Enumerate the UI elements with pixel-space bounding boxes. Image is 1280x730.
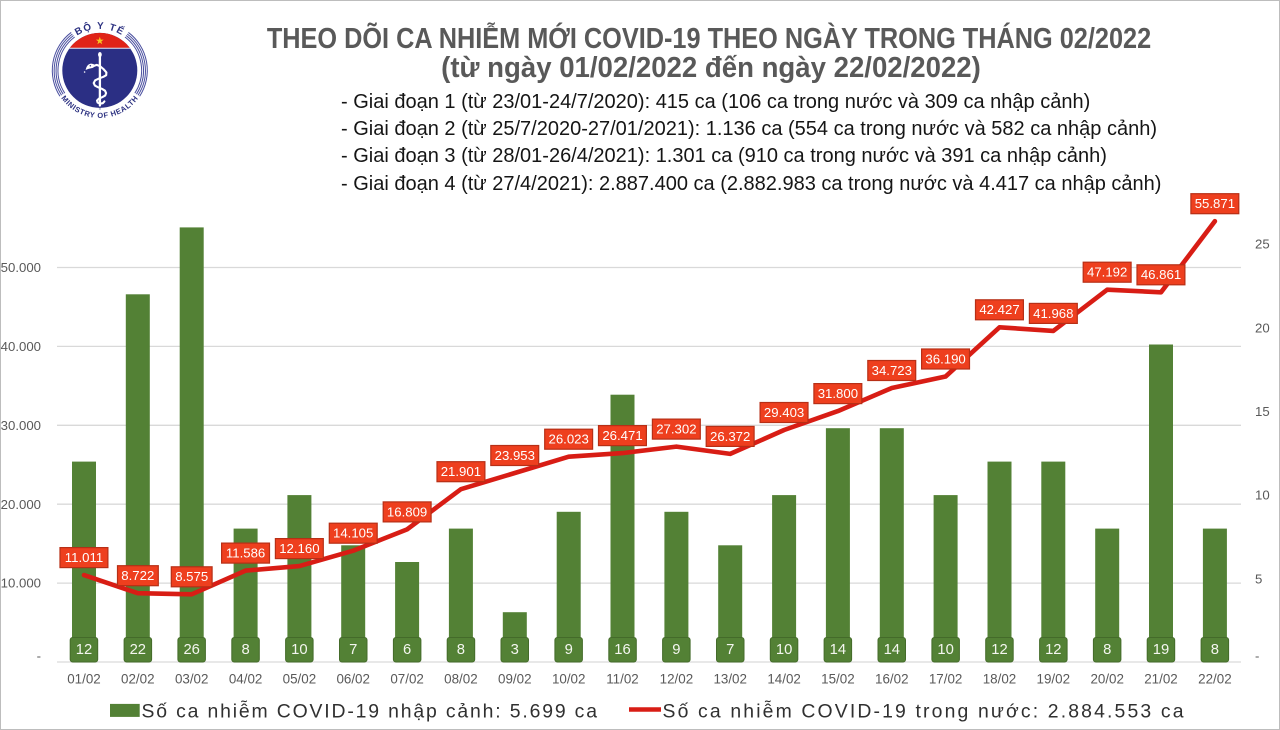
svg-text:41.968: 41.968 [1033,306,1073,321]
svg-text:22: 22 [130,642,146,658]
svg-text:22/02: 22/02 [1198,671,1232,686]
svg-text:21.901: 21.901 [441,464,481,479]
svg-text:Số ca nhiễm COVID-19 nhập cảnh: Số ca nhiễm COVID-19 nhập cảnh: 5.699 ca [142,700,598,723]
svg-text:13/02: 13/02 [713,671,747,686]
svg-text:14.105: 14.105 [333,526,373,541]
svg-text:23.953: 23.953 [495,448,535,463]
svg-text:9: 9 [565,642,573,658]
svg-text:20/02: 20/02 [1090,671,1124,686]
svg-text:3: 3 [511,642,519,658]
svg-text:-: - [1255,649,1259,664]
svg-text:05/02: 05/02 [283,671,317,686]
svg-text:47.192: 47.192 [1087,265,1127,280]
svg-text:26.471: 26.471 [602,428,642,443]
svg-text:12.160: 12.160 [279,541,319,556]
svg-text:07/02: 07/02 [390,671,424,686]
svg-text:26.023: 26.023 [549,432,589,447]
svg-text:55.871: 55.871 [1195,196,1235,211]
svg-text:Số ca nhiễm COVID-19 trong nướ: Số ca nhiễm COVID-19 trong nước: 2.884.5… [663,700,1184,723]
svg-text:31.800: 31.800 [818,386,858,401]
svg-text:26.372: 26.372 [710,429,750,444]
svg-text:42.427: 42.427 [979,302,1019,317]
svg-text:14: 14 [884,642,900,658]
svg-text:12/02: 12/02 [660,671,694,686]
svg-text:27.302: 27.302 [656,422,696,437]
svg-text:21/02: 21/02 [1144,671,1178,686]
svg-text:04/02: 04/02 [229,671,263,686]
svg-text:7: 7 [726,642,734,658]
svg-text:10: 10 [1255,488,1270,503]
svg-text:03/02: 03/02 [175,671,209,686]
svg-text:08/02: 08/02 [444,671,478,686]
svg-text:8.575: 8.575 [175,569,208,584]
svg-text:18/02: 18/02 [983,671,1017,686]
svg-text:8: 8 [1211,642,1219,658]
svg-text:16/02: 16/02 [875,671,909,686]
svg-text:46.861: 46.861 [1141,267,1181,282]
svg-text:19: 19 [1153,642,1169,658]
svg-text:8: 8 [457,642,465,658]
svg-text:14/02: 14/02 [767,671,801,686]
svg-text:12: 12 [991,642,1007,658]
svg-text:15: 15 [1255,404,1270,419]
svg-text:11/02: 11/02 [606,671,639,686]
svg-text:29.403: 29.403 [764,405,804,420]
svg-text:BỘ Y TẾ: BỘ Y TẾ [73,21,126,39]
svg-text:15/02: 15/02 [821,671,855,686]
svg-text:12: 12 [76,642,92,658]
svg-text:7: 7 [349,642,357,658]
svg-text:34.723: 34.723 [872,363,912,378]
svg-text:10/02: 10/02 [552,671,586,686]
svg-text:5: 5 [1255,571,1262,586]
svg-text:10: 10 [776,642,792,658]
svg-text:20.000: 20.000 [1,497,41,512]
svg-text:19/02: 19/02 [1037,671,1071,686]
svg-text:50.000: 50.000 [1,260,41,275]
svg-text:02/02: 02/02 [121,671,155,686]
svg-text:06/02: 06/02 [336,671,370,686]
svg-text:17/02: 17/02 [929,671,963,686]
svg-text:10.000: 10.000 [1,576,41,591]
svg-text:8: 8 [1103,642,1111,658]
svg-text:20: 20 [1255,320,1270,335]
svg-text:40.000: 40.000 [1,339,41,354]
svg-text:8: 8 [241,642,249,658]
svg-text:25: 25 [1255,237,1270,252]
svg-text:14: 14 [830,642,846,658]
svg-text:09/02: 09/02 [498,671,532,686]
svg-text:01/02: 01/02 [67,671,101,686]
svg-text:6: 6 [403,642,411,658]
svg-text:8.722: 8.722 [121,568,154,583]
svg-text:11.011: 11.011 [65,550,103,565]
svg-text:10: 10 [291,642,307,658]
svg-text:11.586: 11.586 [226,546,265,561]
svg-text:-: - [37,649,41,664]
svg-text:9: 9 [672,642,680,658]
svg-text:30.000: 30.000 [1,418,41,433]
svg-text:12: 12 [1045,642,1061,658]
svg-text:16.809: 16.809 [387,504,427,519]
svg-text:10: 10 [937,642,953,658]
svg-text:26: 26 [183,642,199,658]
svg-text:16: 16 [614,642,630,658]
svg-text:36.190: 36.190 [925,351,965,366]
